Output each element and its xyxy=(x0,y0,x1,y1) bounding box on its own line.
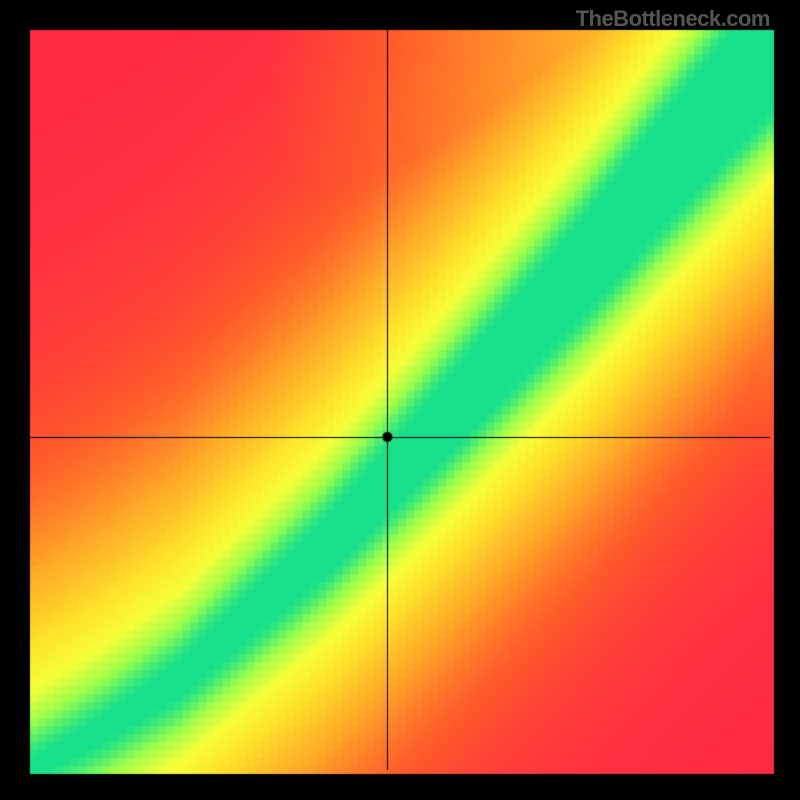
bottleneck-heatmap xyxy=(0,0,800,800)
watermark-text: TheBottleneck.com xyxy=(576,6,770,32)
chart-container: TheBottleneck.com xyxy=(0,0,800,800)
